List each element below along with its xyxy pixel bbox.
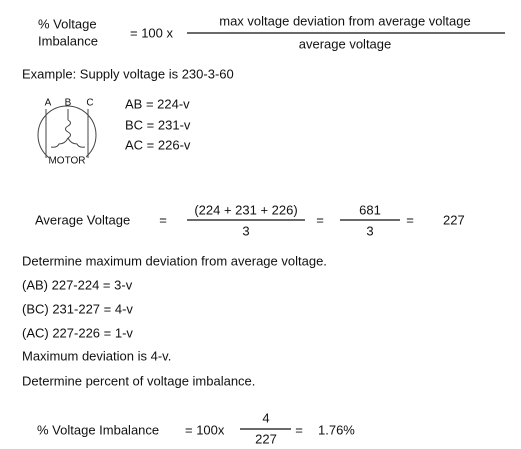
numerator: 4 — [262, 410, 269, 425]
step: (AB) 227-224 = 3-v — [22, 277, 133, 292]
equals: = — [316, 212, 324, 227]
average-label: Average Voltage — [35, 212, 130, 227]
formula-lhs: Imbalance — [38, 33, 98, 48]
step: Maximum deviation is 4-v. — [22, 348, 171, 363]
motor-label: MOTOR — [48, 156, 85, 167]
equals: = — [406, 212, 414, 227]
reading: AB = 224-v — [125, 96, 190, 111]
motor-diagram: A B C MOTOR — [37, 98, 97, 167]
reading: AC = 226-v — [125, 137, 191, 152]
formula-numerator: max voltage deviation from average volta… — [219, 13, 470, 28]
denominator: 227 — [255, 431, 277, 446]
equals: = — [295, 422, 303, 437]
result: 227 — [443, 212, 465, 227]
equals: = — [159, 212, 167, 227]
numerator: 681 — [359, 202, 381, 217]
final-label: % Voltage Imbalance — [37, 422, 159, 437]
formula-lhs: % Voltage — [38, 16, 97, 31]
numerator: (224 + 231 + 226) — [194, 202, 297, 217]
step: Determine percent of voltage imbalance. — [22, 373, 255, 388]
denominator: 3 — [242, 223, 249, 238]
step: (AC) 227-226 = 1-v — [22, 325, 133, 340]
terminal-label: C — [86, 98, 93, 109]
terminal-label: B — [65, 98, 72, 109]
step: (BC) 231-227 = 4-v — [22, 301, 133, 316]
final-multiplier: = 100x — [185, 422, 225, 437]
step: Determine maximum deviation from average… — [22, 253, 327, 268]
terminal-label: A — [45, 98, 52, 109]
result: 1.76% — [318, 422, 355, 437]
formula-multiplier: = 100 x — [130, 25, 174, 40]
denominator: 3 — [366, 223, 373, 238]
formula-denominator: average voltage — [299, 36, 392, 51]
reading: BC = 231-v — [125, 117, 191, 132]
example: Example: Supply voltage is 230-3-60 — [22, 66, 234, 81]
